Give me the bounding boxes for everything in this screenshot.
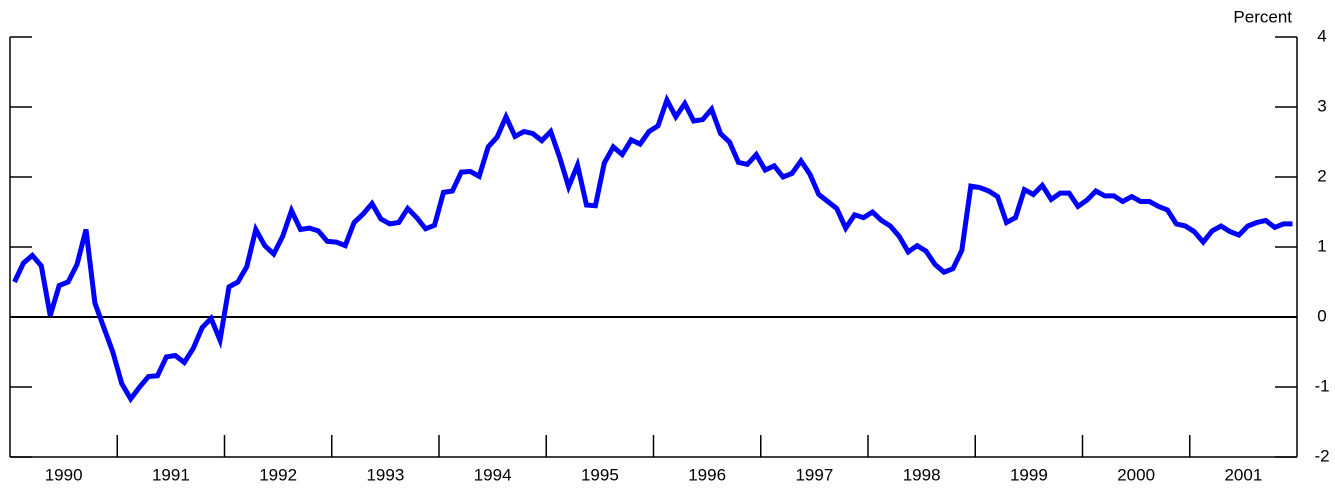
x-tick-label: 1995: [581, 465, 619, 484]
x-tick-label: 2001: [1224, 465, 1262, 484]
x-tick-label: 1992: [259, 465, 297, 484]
x-tick-label: 1998: [903, 465, 941, 484]
x-tick-label: 1997: [795, 465, 833, 484]
y-tick-label: 1: [1317, 236, 1326, 255]
y-tick-label: -1: [1314, 376, 1329, 395]
x-tick-label: 1990: [45, 465, 83, 484]
x-tick-label: 1999: [1010, 465, 1048, 484]
y-tick-label: 0: [1317, 306, 1326, 325]
x-tick-label: 1996: [688, 465, 726, 484]
x-tick-label: 1991: [152, 465, 190, 484]
y-tick-label: 4: [1317, 26, 1326, 45]
y-tick-label: 3: [1317, 96, 1326, 115]
x-tick-label: 1994: [474, 465, 512, 484]
data-line: [12, 93, 1293, 404]
x-tick-label: 2000: [1117, 465, 1155, 484]
y-tick-label: 2: [1317, 166, 1326, 185]
y-axis-label: Percent: [1233, 7, 1292, 26]
y-tick-label: -2: [1314, 446, 1329, 465]
x-tick-label: 1993: [366, 465, 404, 484]
